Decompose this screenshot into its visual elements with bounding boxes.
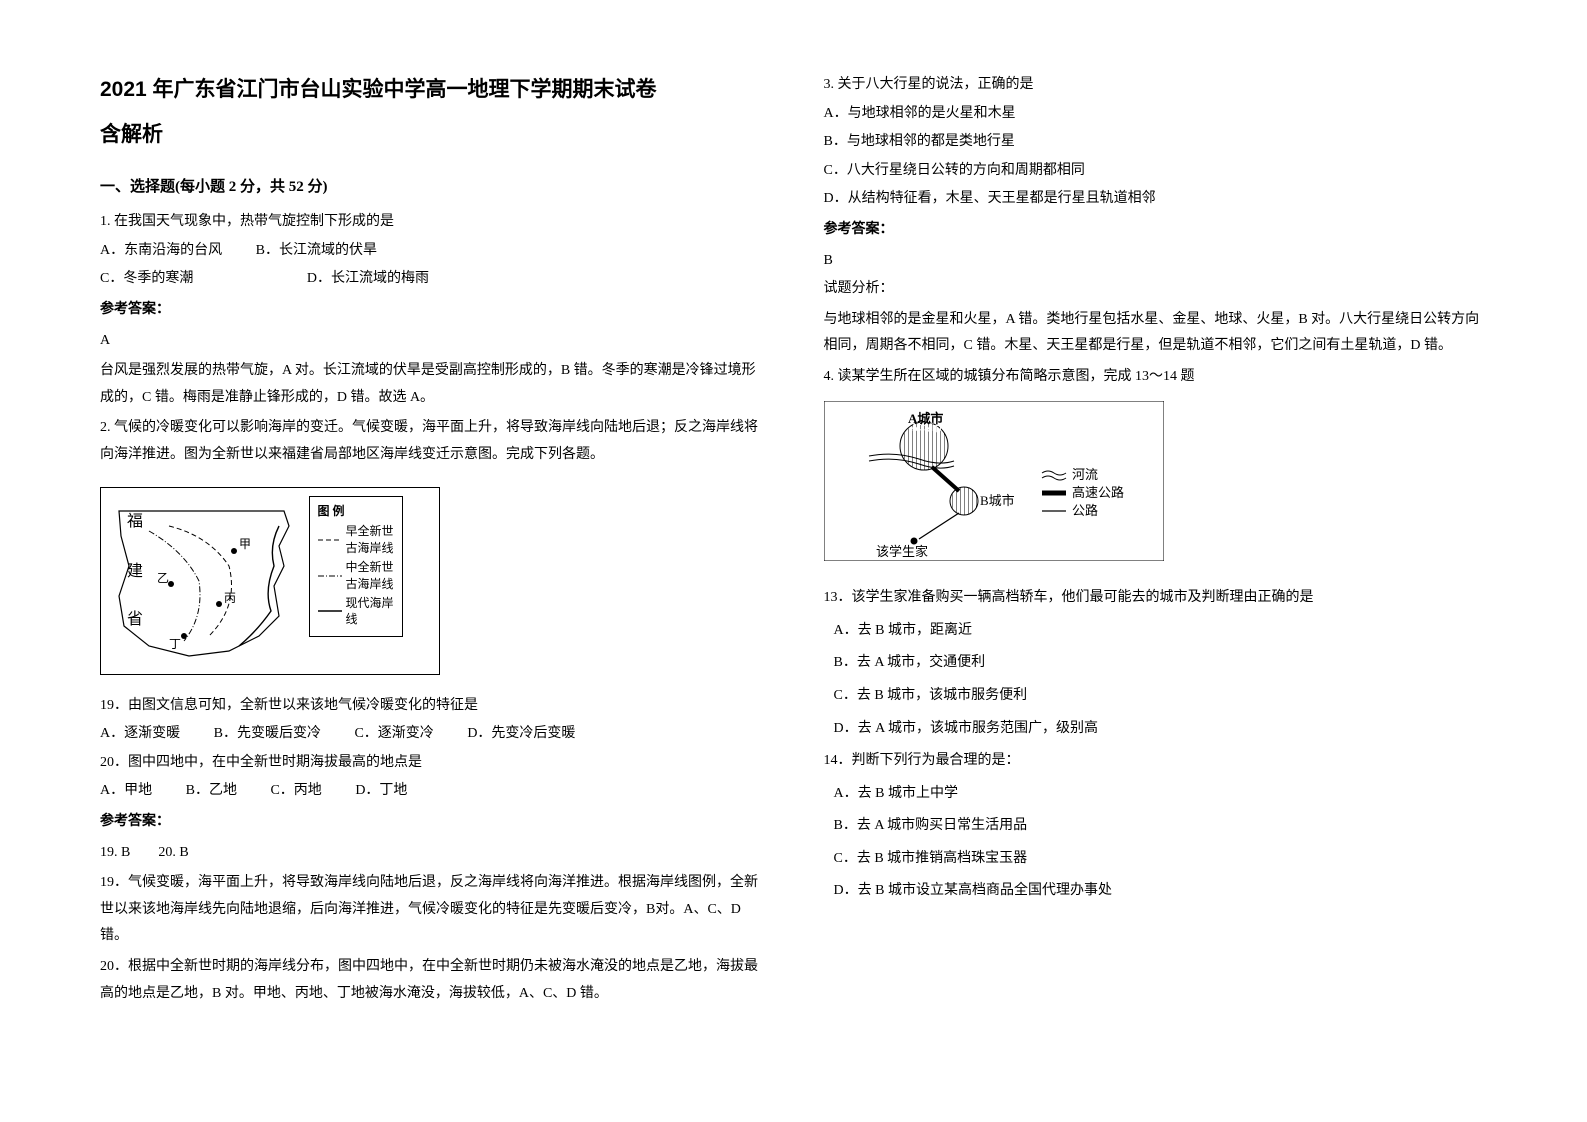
q4-figure: A城市 A城市 B城市 该学生家 河流 高速公路 公路 <box>824 401 1164 572</box>
q1-stem: 1. 在我国天气现象中，热带气旋控制下形成的是 <box>100 209 764 236</box>
q4-stem: 4. 读某学生所在区域的城镇分布简略示意图，完成 13～14 题 <box>824 364 1488 391</box>
q1-ans: A <box>100 328 764 355</box>
label-a-city-out: A城市 <box>908 411 943 426</box>
q2-ans: 19. B 20. B <box>100 840 764 867</box>
q13-B: B．去 A 城市，交通便利 <box>834 650 1488 677</box>
q14-B: B．去 A 城市购买日常生活用品 <box>834 813 1488 840</box>
label-jia: 甲 <box>239 537 251 551</box>
label-sheng: 省 <box>127 610 143 628</box>
q3-stem: 3. 关于八大行星的说法，正确的是 <box>824 72 1488 99</box>
legend-item-3: 现代海岸线 <box>318 595 394 629</box>
legend-river: 河流 <box>1072 467 1098 482</box>
coastline-map: 甲 乙 丙 丁 福 建 省 <box>109 496 299 666</box>
q19-choices: A．逐渐变暖 B．先变暖后变冷 C．逐渐变冷 D．先变冷后变暖 <box>100 721 764 748</box>
label-b-city: B城市 <box>980 493 1015 508</box>
q19-B: B．先变暖后变冷 <box>214 721 321 748</box>
q2-stem: 2. 气候的冷暖变化可以影响海岸的变迁。气候变暖，海平面上升，将导致海岸线向陆地… <box>100 415 764 468</box>
doc-title-1: 2021 年广东省江门市台山实验中学高一地理下学期期末试卷 <box>100 70 764 110</box>
q14-stem: 14．判断下列行为最合理的是： <box>824 748 1488 775</box>
q3-analysis-label: 试题分析： <box>824 276 1488 303</box>
q13-C: C．去 B 城市，该城市服务便利 <box>834 683 1488 710</box>
q19-C: C．逐渐变冷 <box>354 721 433 748</box>
right-column: 3. 关于八大行星的说法，正确的是 A．与地球相邻的是火星和木星 B．与地球相邻… <box>824 70 1488 1052</box>
q2-analysis20: 20．根据中全新世时期的海岸线分布，图中四地中，在中全新世时期仍未被海水淹没的地… <box>100 954 764 1007</box>
q1-choices-row2: C．冬季的寒潮 D．长江流域的梅雨 <box>100 266 764 293</box>
label-fu: 福 <box>127 512 143 530</box>
q19-D: D．先变冷后变暖 <box>467 721 575 748</box>
q2-figure-box: 甲 乙 丙 丁 福 建 省 图 例 早全新世古海岸线 中全新世古海岸线 <box>100 487 440 675</box>
legend-title: 图 例 <box>318 503 394 520</box>
q14-D: D．去 B 城市设立某高档商品全国代理办事处 <box>834 878 1488 905</box>
legend-item-1: 早全新世古海岸线 <box>318 523 394 557</box>
q19-stem: 19．由图文信息可知，全新世以来该地气候冷暖变化的特征是 <box>100 693 764 720</box>
q1-B: B．长江流域的伏旱 <box>256 238 377 265</box>
q19-A: A．逐渐变暖 <box>100 721 180 748</box>
label-ding: 丁 <box>169 637 181 651</box>
q1-ans-label: 参考答案： <box>100 297 764 324</box>
q2-figure: 甲 乙 丙 丁 福 建 省 图 例 早全新世古海岸线 中全新世古海岸线 <box>100 477 764 685</box>
q20-C: C．丙地 <box>270 778 321 805</box>
q3-B: B．与地球相邻的都是类地行星 <box>824 129 1488 156</box>
q13-A: A．去 B 城市，距离近 <box>834 618 1488 645</box>
label-jian: 建 <box>127 562 143 580</box>
legend-item-2: 中全新世古海岸线 <box>318 559 394 593</box>
legend-hwy: 高速公路 <box>1072 485 1124 500</box>
q1-A: A．东南沿海的台风 <box>100 238 222 265</box>
q20-stem: 20．图中四地中，在中全新世时期海拔最高的地点是 <box>100 750 764 777</box>
q3-A: A．与地球相邻的是火星和木星 <box>824 101 1488 128</box>
q1-analysis: 台风是强烈发展的热带气旋，A 对。长江流域的伏旱是受副高控制形成的，B 错。冬季… <box>100 358 764 411</box>
q14-A: A．去 B 城市上中学 <box>834 781 1488 808</box>
q13-stem: 13．该学生家准备购买一辆高档轿车，他们最可能去的城市及判断理由正确的是 <box>824 585 1488 612</box>
q3-ans: B <box>824 248 1488 275</box>
left-column: 2021 年广东省江门市台山实验中学高一地理下学期期末试卷 含解析 一、选择题(… <box>100 70 764 1052</box>
label-yi: 乙 <box>157 571 169 585</box>
q1-choices-row1: A．东南沿海的台风 B．长江流域的伏旱 <box>100 238 764 265</box>
q20-D: D．丁地 <box>355 778 407 805</box>
q3-ans-label: 参考答案： <box>824 217 1488 244</box>
q2-legend: 图 例 早全新世古海岸线 中全新世古海岸线 现代海岸线 <box>309 496 403 638</box>
q14-C: C．去 B 城市推销高档珠宝玉器 <box>834 846 1488 873</box>
q1-C: C．冬季的寒潮 <box>100 266 193 293</box>
q1-D: D．长江流域的梅雨 <box>307 266 429 293</box>
q20-B: B．乙地 <box>186 778 237 805</box>
q13-D: D．去 A 城市，该城市服务范围广，级别高 <box>834 716 1488 743</box>
doc-title-2: 含解析 <box>100 115 764 155</box>
section-heading: 一、选择题(每小题 2 分，共 52 分) <box>100 173 764 202</box>
city-distribution-map: A城市 A城市 B城市 该学生家 河流 高速公路 公路 <box>824 401 1164 561</box>
label-home: 该学生家 <box>876 544 928 559</box>
q2-ans-label: 参考答案： <box>100 809 764 836</box>
legend-road: 公路 <box>1072 503 1098 518</box>
label-bing: 丙 <box>224 591 236 605</box>
q2-analysis19: 19．气候变暖，海平面上升，将导致海岸线向陆地后退，反之海岸线将向海洋推进。根据… <box>100 870 764 950</box>
q3-analysis: 与地球相邻的是金星和火星，A 错。类地行星包括水星、金星、地球、火星，B 对。八… <box>824 307 1488 360</box>
q3-C: C．八大行星绕日公转的方向和周期都相同 <box>824 158 1488 185</box>
q20-A: A．甲地 <box>100 778 152 805</box>
q3-D: D．从结构特征看，木星、天王星都是行星且轨道相邻 <box>824 186 1488 213</box>
q20-choices: A．甲地 B．乙地 C．丙地 D．丁地 <box>100 778 764 805</box>
